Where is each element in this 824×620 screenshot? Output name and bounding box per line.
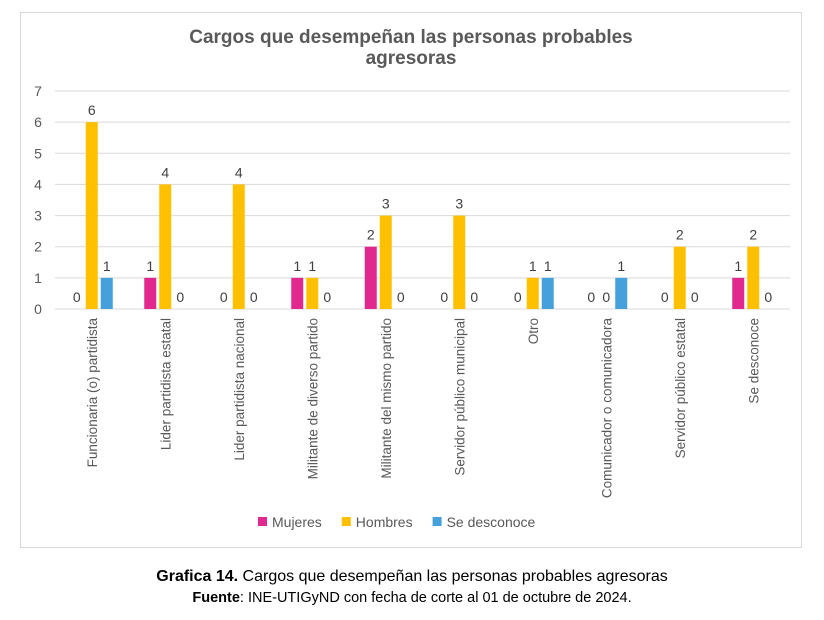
x-category-label: Lider partidista nacional — [232, 318, 247, 461]
data-label: 2 — [749, 227, 757, 243]
legend-swatch — [341, 517, 351, 526]
legend-label: Hombres — [356, 514, 413, 530]
bar-hombres — [379, 215, 392, 309]
data-label: 1 — [544, 258, 552, 274]
y-tick-label: 2 — [34, 239, 42, 255]
y-tick-label: 7 — [34, 83, 42, 99]
data-label: 0 — [323, 289, 331, 305]
data-label: 4 — [235, 164, 243, 180]
bar-chart: Cargos que desempeñan las personas proba… — [34, 27, 790, 530]
bar-hombres — [306, 277, 319, 309]
data-label: 0 — [602, 289, 610, 305]
chart-frame — [20, 12, 802, 548]
data-label: 0 — [397, 289, 405, 305]
bar-mujeres — [144, 277, 157, 309]
data-label: 0 — [661, 289, 669, 305]
legend-label: Se desconoce — [447, 514, 536, 530]
data-label: 0 — [73, 289, 81, 305]
x-category-label: Lider partidista estatal — [158, 318, 173, 450]
data-label: 6 — [88, 102, 96, 118]
y-tick-label: 1 — [34, 270, 42, 286]
data-label: 4 — [161, 164, 169, 180]
x-category-label: Servidor público estatal — [673, 318, 688, 458]
data-label: 1 — [146, 258, 154, 274]
bar-mujeres — [364, 246, 377, 309]
data-label: 2 — [367, 227, 375, 243]
y-tick-label: 6 — [34, 114, 42, 130]
bar-mujeres — [732, 277, 745, 309]
caption-label: Grafica 14. — [156, 568, 239, 585]
data-label: 3 — [455, 196, 463, 212]
caption-text: Cargos que desempeñan las personas proba… — [238, 568, 668, 585]
legend-swatch — [258, 517, 267, 526]
y-tick-label: 3 — [34, 208, 42, 224]
data-label: 0 — [220, 289, 228, 305]
x-category-label: Servidor público municipal — [452, 318, 467, 476]
bar-hombres — [85, 122, 98, 310]
bar-hombres — [453, 215, 466, 309]
data-label: 1 — [103, 258, 111, 274]
data-label: 1 — [308, 258, 316, 274]
source-text: : INE-UTIGyND con fecha de corte al 01 d… — [239, 590, 632, 606]
data-label: 3 — [382, 196, 390, 212]
x-category-label: Militante de diverso partido — [305, 318, 320, 479]
bar-hombres — [526, 277, 539, 309]
data-label: 0 — [587, 289, 595, 305]
x-category-label: Otro — [526, 318, 541, 344]
bar-hombres — [673, 246, 686, 309]
bar-hombres — [747, 246, 760, 309]
data-label: 1 — [734, 258, 742, 274]
data-label: 0 — [764, 289, 772, 305]
data-label: 0 — [250, 289, 258, 305]
y-tick-label: 4 — [34, 176, 42, 192]
source-label: Fuente — [192, 590, 240, 606]
data-label: 1 — [617, 258, 625, 274]
legend-label: Mujeres — [272, 514, 322, 530]
data-label: 2 — [676, 227, 684, 243]
data-label: 0 — [514, 289, 522, 305]
bar-se-desconoce — [615, 277, 628, 309]
data-label: 1 — [293, 258, 301, 274]
y-tick-label: 0 — [34, 301, 42, 317]
legend-swatch — [432, 517, 442, 526]
chart-title-line1: Cargos que desempeñan las personas proba… — [189, 27, 632, 48]
x-category-label: Militante del mismo partido — [379, 318, 394, 479]
bar-se-desconoce — [541, 277, 554, 309]
figure-source: Fuente: INE-UTIGyND con fecha de corte a… — [0, 590, 824, 606]
data-label: 0 — [470, 289, 478, 305]
bar-hombres — [232, 184, 245, 309]
data-label: 0 — [176, 289, 184, 305]
bar-hombres — [159, 184, 172, 309]
bar-se-desconoce — [100, 277, 113, 309]
figure-caption: Grafica 14. Cargos que desempeñan las pe… — [0, 568, 824, 586]
x-category-label: Funcionaria (o) partidista — [85, 318, 100, 468]
x-category-label: Comunicador o comunicadora — [599, 318, 614, 499]
x-category-label: Se desconoce — [746, 318, 761, 404]
chart-title-line2: agresoras — [366, 48, 457, 69]
y-tick-label: 5 — [34, 145, 42, 161]
bar-mujeres — [291, 277, 304, 309]
data-label: 0 — [691, 289, 699, 305]
data-label: 0 — [440, 289, 448, 305]
data-label: 1 — [529, 258, 537, 274]
